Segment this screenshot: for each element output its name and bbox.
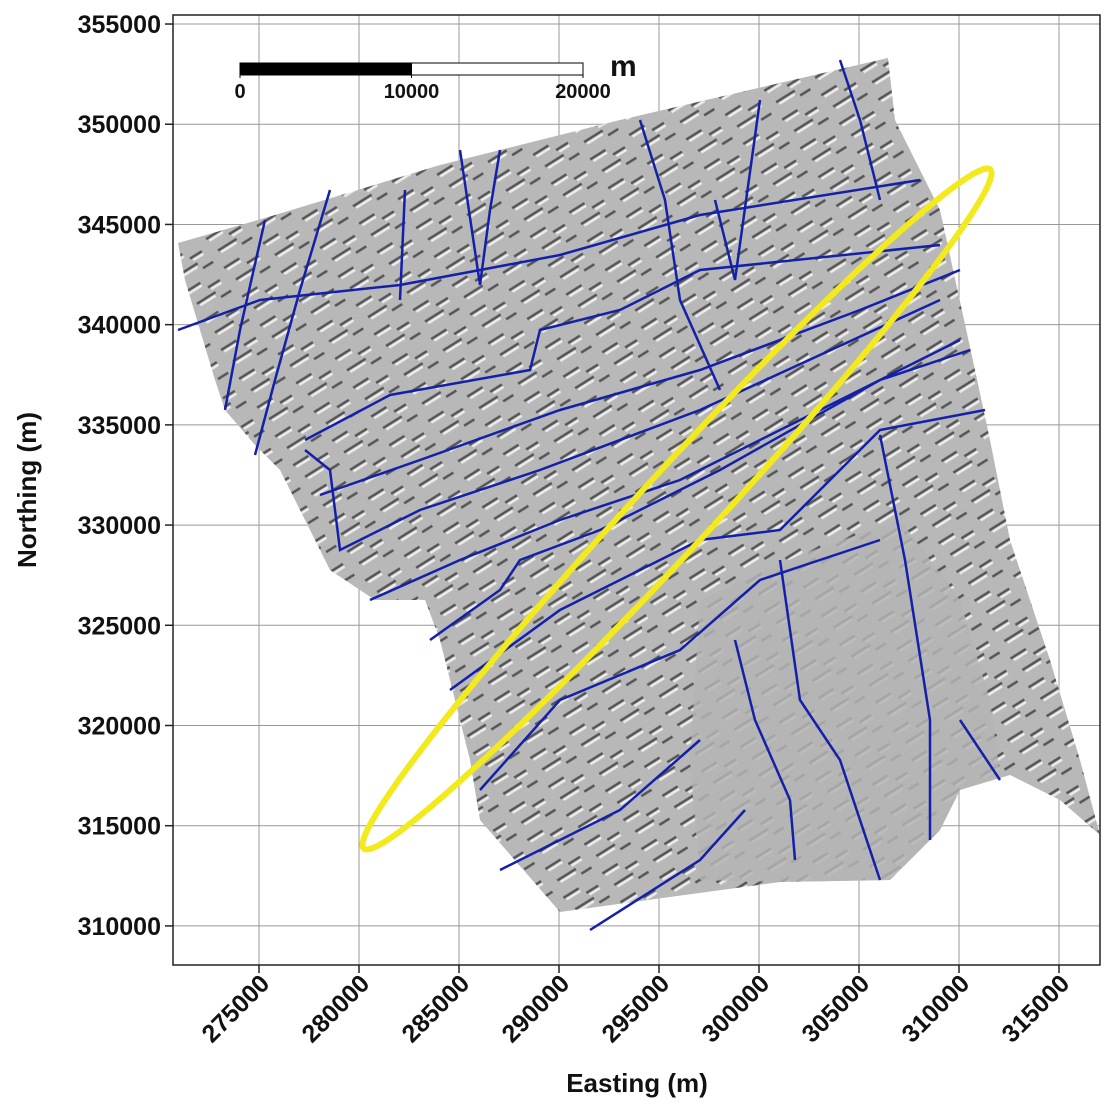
scale-label: 20000 xyxy=(555,81,611,103)
map-content xyxy=(178,58,1100,930)
scale-label: 0 xyxy=(234,81,245,103)
y-tick-label: 345000 xyxy=(78,211,161,239)
y-tick-label: 340000 xyxy=(78,312,161,340)
y-tick-label: 350000 xyxy=(78,111,161,139)
y-tick-label: 330000 xyxy=(78,512,161,540)
y-tick-label: 335000 xyxy=(78,412,161,440)
y-tick-label: 320000 xyxy=(78,712,161,740)
x-tick-label: 310000 xyxy=(896,969,975,1048)
y-tick-label: 310000 xyxy=(78,913,161,941)
y-tick-label: 355000 xyxy=(78,11,161,39)
x-tick-label: 315000 xyxy=(996,969,1075,1048)
y-tick-label: 325000 xyxy=(78,612,161,640)
x-tick-label: 280000 xyxy=(296,969,375,1048)
x-tick-label: 275000 xyxy=(196,969,275,1048)
map-figure: 0 10000 20000m 275000 280000 285000 290000 295… xyxy=(0,0,1110,1111)
y-tick-label: 315000 xyxy=(78,813,161,841)
scale-segment xyxy=(240,63,412,75)
scale-unit: m xyxy=(610,50,637,83)
x-tick-label: 305000 xyxy=(796,969,875,1048)
x-tick-label: 295000 xyxy=(596,969,675,1048)
scale-label: 10000 xyxy=(384,81,440,103)
scale-segment xyxy=(412,63,584,75)
x-tick-label: 300000 xyxy=(696,969,775,1048)
x-tick-label: 290000 xyxy=(496,969,575,1048)
y-axis-label: Northing (m) xyxy=(12,412,42,568)
x-axis-label: Easting (m) xyxy=(566,1068,708,1098)
x-tick-label: 285000 xyxy=(396,969,475,1048)
